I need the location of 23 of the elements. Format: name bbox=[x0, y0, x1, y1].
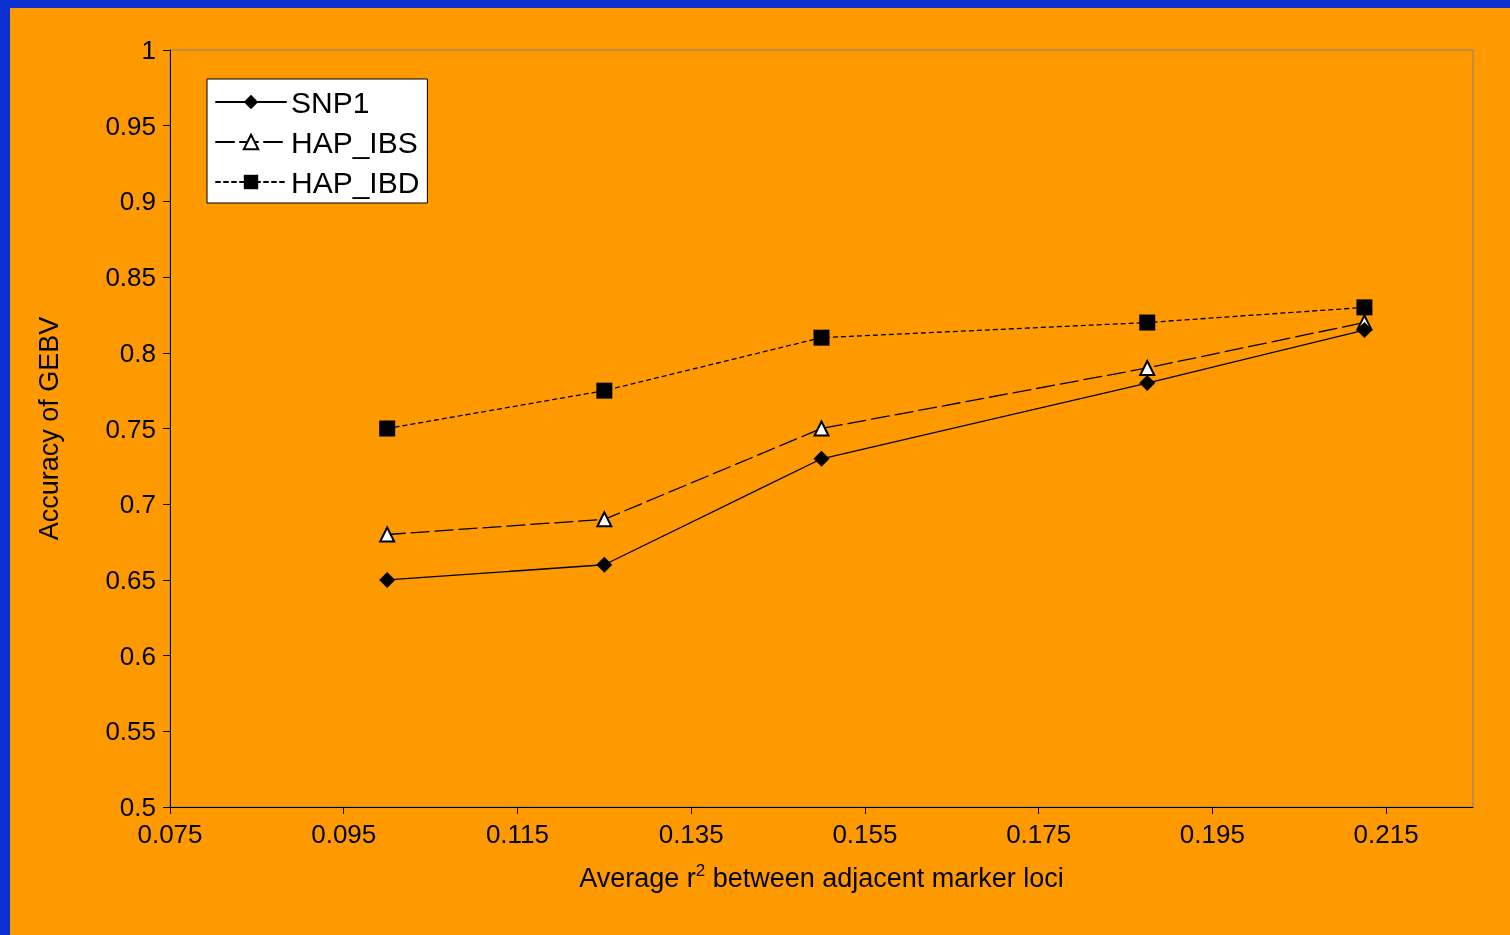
x-tick-label: 0.075 bbox=[137, 819, 203, 849]
legend-label: HAP_IBD bbox=[291, 165, 420, 199]
legend-label: HAP_IBS bbox=[291, 125, 418, 159]
x-tick-label: 0.195 bbox=[1179, 819, 1245, 849]
x-tick-label: 0.175 bbox=[1006, 819, 1072, 849]
y-tick-label: 0.55 bbox=[105, 716, 156, 747]
y-tick-label: 0.85 bbox=[105, 262, 156, 293]
x-tick-label: 0.215 bbox=[1353, 819, 1419, 849]
y-tick-label: 0.5 bbox=[119, 792, 156, 822]
x-tick-label: 0.115 bbox=[485, 819, 550, 849]
y-axis-title: Accuracy of GEBV bbox=[33, 316, 64, 541]
y-tick-label: 0.8 bbox=[119, 337, 156, 368]
legend-label: SNP1 bbox=[291, 85, 370, 119]
y-tick-label: 0.65 bbox=[105, 564, 156, 595]
y-tick-label: 0.9 bbox=[119, 186, 156, 217]
y-tick-label: 0.75 bbox=[105, 413, 156, 444]
y-tick-label: 0.95 bbox=[105, 110, 156, 141]
x-tick-label: 0.155 bbox=[832, 819, 898, 849]
y-tick-label: 0.7 bbox=[119, 489, 156, 520]
y-tick-label: 0.6 bbox=[119, 640, 156, 671]
x-tick-label: 0.135 bbox=[658, 819, 724, 849]
y-tick-label: 1 bbox=[141, 35, 156, 65]
x-tick-label: 0.095 bbox=[311, 819, 377, 849]
